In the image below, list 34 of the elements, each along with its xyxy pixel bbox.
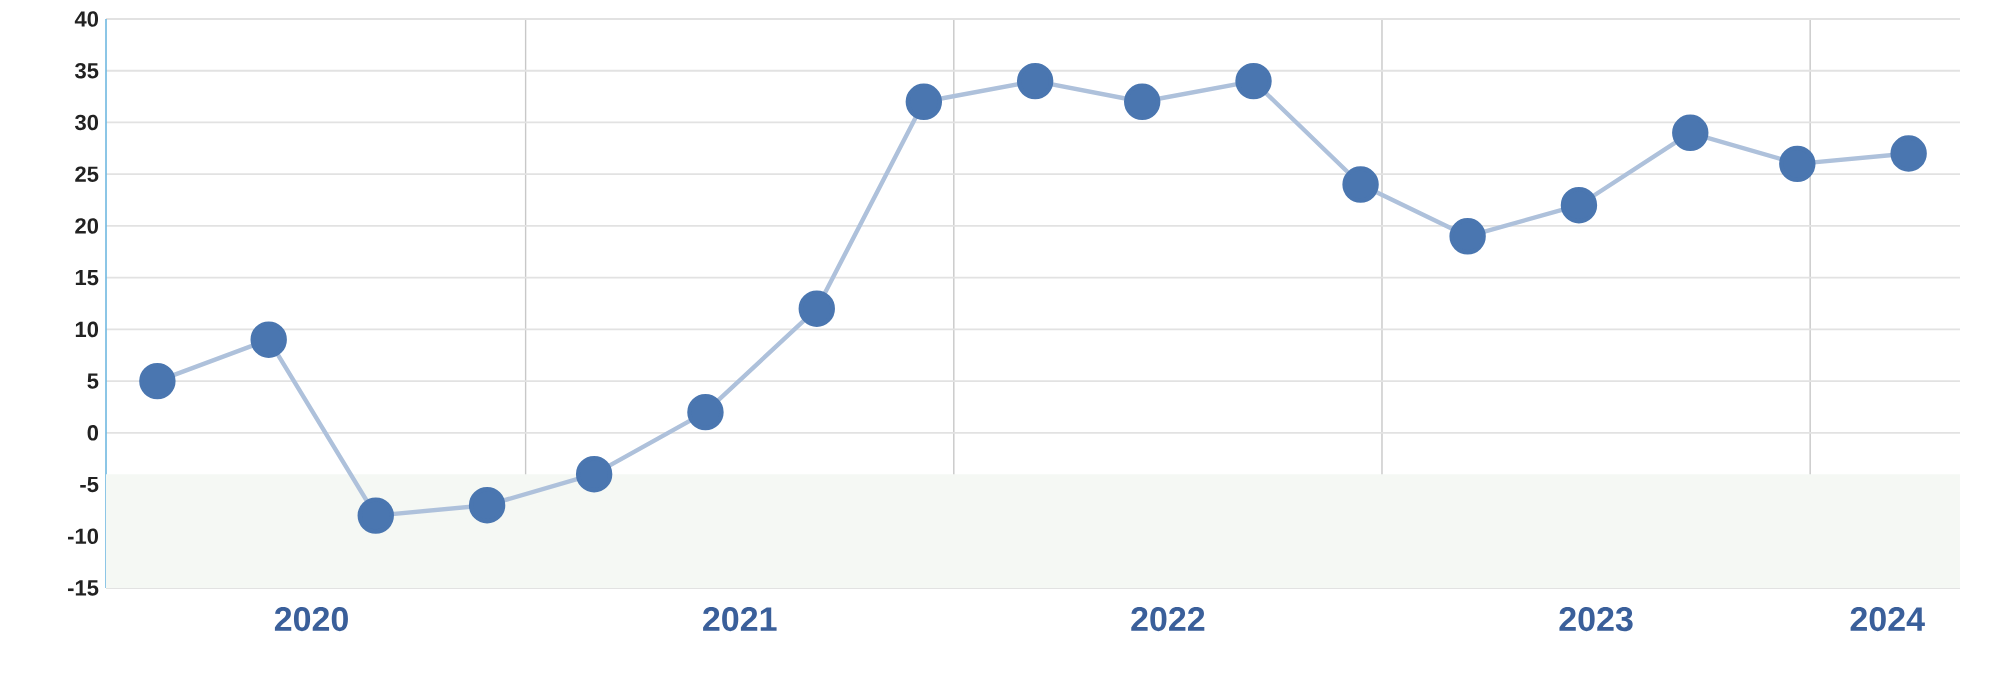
x-tick-label: 2021 (703, 607, 777, 632)
y-tick-label: 15 (75, 269, 99, 286)
x-tick-label: 2020 (274, 607, 348, 632)
y-tick-label: 40 (74, 11, 99, 27)
point (468, 487, 506, 524)
x-tick-label: 2024 (1850, 607, 1925, 632)
point (905, 83, 943, 120)
point (1890, 135, 1927, 172)
x-tick-label: 2023 (1559, 607, 1633, 632)
point (139, 362, 176, 400)
y-tick-label: -15 (67, 580, 99, 596)
x-tick-label: 2022 (1131, 607, 1205, 632)
point (798, 290, 835, 327)
y-tick-label: -5 (80, 476, 99, 493)
y-tick-label: -10 (67, 528, 99, 545)
y-tick-label: 25 (75, 166, 99, 182)
point (1235, 62, 1272, 100)
point (1342, 166, 1379, 203)
y-tick-label: 20 (75, 218, 99, 234)
point (250, 321, 287, 358)
y-tick-label: 30 (74, 114, 99, 131)
y-tick-label: 0 (87, 425, 99, 441)
point (1779, 145, 1816, 183)
point (1560, 187, 1598, 224)
y-tick-label: 35 (74, 62, 99, 79)
point (575, 456, 613, 493)
point (1124, 83, 1161, 120)
point (1672, 114, 1709, 152)
point (687, 393, 724, 431)
y-tick-label: 5 (87, 373, 99, 389)
point (357, 497, 394, 534)
y-tick-label: 10 (75, 321, 99, 338)
point (1449, 218, 1486, 255)
point (1016, 62, 1054, 100)
